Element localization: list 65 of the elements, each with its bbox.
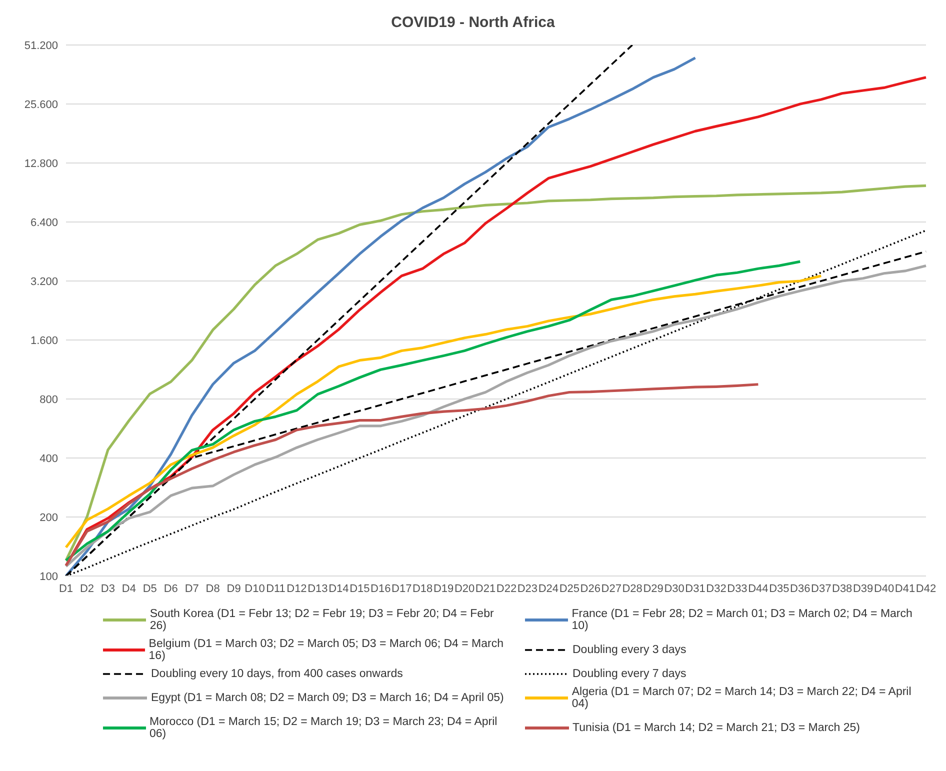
y-tick-label: 25.600	[24, 98, 58, 111]
x-tick-label: D10	[244, 582, 265, 595]
x-tick-label: D14	[328, 582, 349, 595]
x-tick-label: D13	[308, 582, 328, 595]
x-tick-label: D21	[475, 582, 496, 595]
x-tick-label: D23	[517, 582, 538, 595]
x-tick-label: D7	[184, 582, 199, 595]
x-tick-label: D25	[559, 582, 580, 595]
y-tick-label: 6.400	[30, 216, 58, 229]
legend-label: Doubling every 3 days	[572, 644, 686, 656]
x-tick-label: D37	[811, 582, 832, 595]
chart-title: COVID19 - North Africa	[390, 14, 556, 31]
legend-label: Doubling every 10 days, from 400 cases onwards	[151, 668, 403, 680]
y-tick-label: 800	[40, 394, 58, 406]
legend-label: France (D1 = Febr 28; D2 = March 01; D3 = March 02; D4 = March 10)	[572, 608, 914, 632]
x-tick-label: D3	[100, 582, 115, 595]
x-tick-label: D35	[769, 582, 790, 595]
y-tick-label: 3.200	[30, 276, 58, 288]
x-tick-label: D32	[706, 582, 726, 595]
line-series	[64, 184, 928, 562]
x-tick-label: D19	[433, 582, 454, 595]
x-tick-label: D12	[286, 582, 307, 595]
x-tick-label: D31	[685, 582, 706, 595]
y-tick-label: 400	[40, 452, 58, 465]
x-tick-label: D33	[727, 582, 748, 595]
line-series	[64, 383, 760, 567]
x-tick-label: D18	[412, 582, 433, 595]
x-tick-label: D17	[392, 582, 412, 595]
x-tick-label: D27	[601, 582, 622, 595]
legend-label: Morocco (D1 = March 15; D2 = March 19; D3 = March 23; D4 = April 06)	[150, 716, 498, 740]
x-tick-label: D8	[206, 582, 220, 595]
y-tick-label: 100	[40, 570, 58, 583]
x-tick-label: D2	[80, 582, 94, 595]
x-tick-label: D28	[622, 582, 642, 595]
legend-label: Belgium (D1 = March 03; D2 = March 05; D3 = March 06; D4 = March 16)	[148, 638, 504, 662]
x-tick-label: D1	[58, 582, 74, 595]
x-tick-label: D40	[874, 582, 894, 595]
legend-label: Tunisia (D1 = March 14; D2 = March 21; D3 = March 25)	[572, 722, 860, 734]
y-tick-label: 12.800	[24, 158, 58, 170]
x-tick-label: D26	[580, 582, 600, 595]
x-tick-label: D15	[350, 582, 370, 595]
legend-label: Doubling every 7 days	[572, 668, 686, 680]
y-tick-label: 51.200	[24, 40, 58, 52]
y-tick-label: 200	[40, 512, 58, 524]
x-tick-label: D39	[852, 582, 874, 595]
x-tick-label: D30	[664, 582, 684, 595]
x-tick-label: D6	[164, 582, 178, 595]
x-tick-label: D22	[496, 582, 517, 595]
x-tick-label: D16	[370, 582, 391, 595]
x-tick-label: D4	[122, 582, 136, 595]
legend-label: Egypt (D1 = March 08; D2 = March 09; D3 = March 16; D4 = April 05)	[151, 692, 504, 704]
x-tick-label: D42	[916, 582, 936, 595]
x-tick-label: D29	[643, 582, 664, 595]
x-tick-label: D24	[538, 582, 559, 595]
x-tick-label: D5	[142, 582, 157, 595]
x-tick-label: D11	[266, 582, 286, 595]
legend-label: South Korea (D1 = Febr 13; D2 = Febr 19; D3 = Febr 20; D4 = Febr 26)	[150, 608, 495, 632]
legend-label: Algeria (D1 = March 07; D2 = March 14; D3 = March 22; D4 = April 04)	[572, 686, 912, 710]
x-tick-label: D38	[832, 582, 852, 595]
x-tick-label: D44	[748, 582, 768, 595]
x-tick-label: D41	[894, 582, 916, 595]
x-tick-label: D20	[454, 582, 475, 595]
x-tick-label: D36	[790, 582, 810, 595]
x-tick-label: D9	[226, 582, 241, 595]
y-tick-label: 1.600	[30, 334, 58, 347]
